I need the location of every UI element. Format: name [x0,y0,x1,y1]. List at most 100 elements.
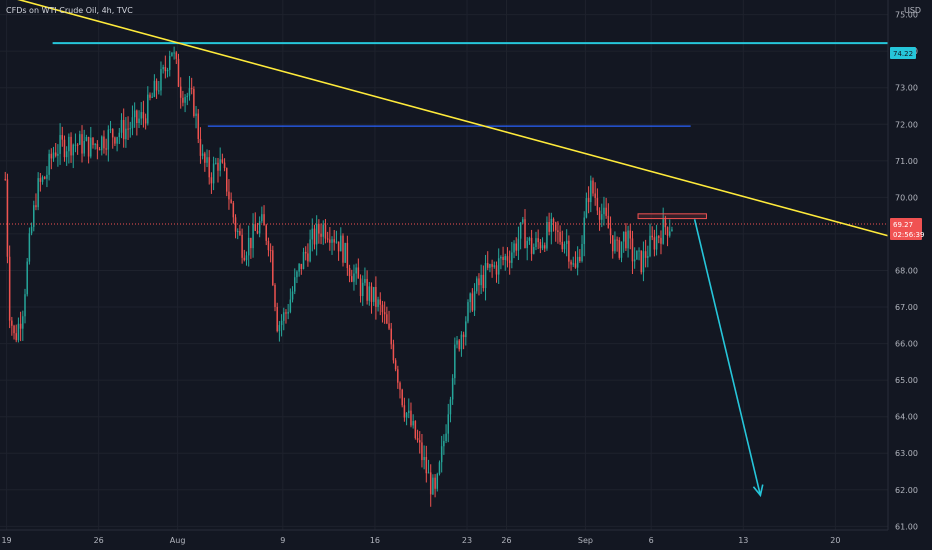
candle-body [513,243,515,253]
candle [451,374,454,405]
candle-body [614,239,616,252]
candle-body [587,198,590,203]
candle-body [322,224,325,237]
candle [506,247,509,268]
candle-body [195,113,197,116]
candle [620,241,623,263]
candle-body [581,243,583,262]
candle [307,243,309,267]
candle [54,143,57,158]
candle-body [182,97,184,103]
candle-body [8,256,11,321]
candle [35,193,37,211]
candle-body [335,241,338,243]
candle [283,307,285,331]
candle-body [662,217,664,244]
candle-body [397,369,399,383]
candle [480,264,482,295]
candle-body [627,230,629,249]
candle [103,130,105,154]
candle-body [206,157,208,163]
candle-body [133,110,136,118]
price-tick-label: 63.00 [895,449,918,458]
candle [592,177,594,197]
candle [329,227,331,251]
candle [460,331,463,357]
candle-body [230,199,232,204]
candle-body [390,328,392,345]
candle-body [585,198,588,218]
candle-body [204,153,206,163]
candle [72,143,74,169]
candle-body [504,256,507,261]
candle [476,276,478,294]
candle-body [622,231,625,242]
candle-body [166,69,169,72]
candle-body [649,235,651,257]
candle [539,238,542,254]
candle-body [550,218,553,232]
candle-body [171,52,173,56]
time-axis[interactable]: 19 26 Aug 9 16 23 26 Sep 6 13 20 [1,536,840,545]
candle-body [261,214,263,222]
candle [90,126,92,159]
candle [57,144,59,167]
candle [351,269,353,283]
candle [324,219,327,244]
candle [392,339,395,364]
candle-body [489,264,491,268]
candle [530,229,533,261]
candle [429,464,432,507]
candle-body [611,235,614,252]
candle [394,358,397,372]
candle-body [164,67,167,72]
candle-body [386,314,388,324]
candle [616,236,618,252]
candle-body [48,153,50,175]
candle [572,256,575,267]
candle [272,245,274,287]
candle-body [212,163,215,184]
candle [331,236,333,255]
candle-body [46,174,48,179]
candle-body [383,312,386,315]
candle [671,226,673,232]
candle-body [565,240,568,244]
candle-body [6,179,9,257]
candle-body [456,340,458,345]
candle [335,230,338,244]
candle [642,241,645,282]
trendline [17,0,889,237]
candle [601,203,603,228]
candle [418,431,421,454]
candle-body [618,240,621,258]
candle-body [660,237,662,244]
candle [190,77,193,95]
candle-body [179,86,182,98]
candle [583,211,585,257]
candles-layer [4,46,673,507]
candle-body [465,321,467,338]
candle-body [92,137,94,146]
candle-body [640,250,642,273]
time-tick-label: 9 [280,536,285,545]
candle-body [76,144,79,146]
candle [598,207,601,231]
candle [98,147,101,151]
price-axis[interactable]: 61.00 62.00 63.00 64.00 65.00 66.00 67.00 68.00… [895,11,918,532]
candle-body [497,258,500,275]
candle [440,435,443,473]
candle [421,434,423,468]
candle-body [118,132,121,138]
candle [467,299,469,324]
candle [401,388,403,408]
price-tick-label: 72.00 [895,120,918,129]
candle-body [221,159,224,163]
candle [533,243,535,255]
candle-body [241,234,243,258]
candle-body [300,263,303,270]
candle-body [149,94,151,98]
candle-body [524,219,526,249]
candle [201,144,204,160]
